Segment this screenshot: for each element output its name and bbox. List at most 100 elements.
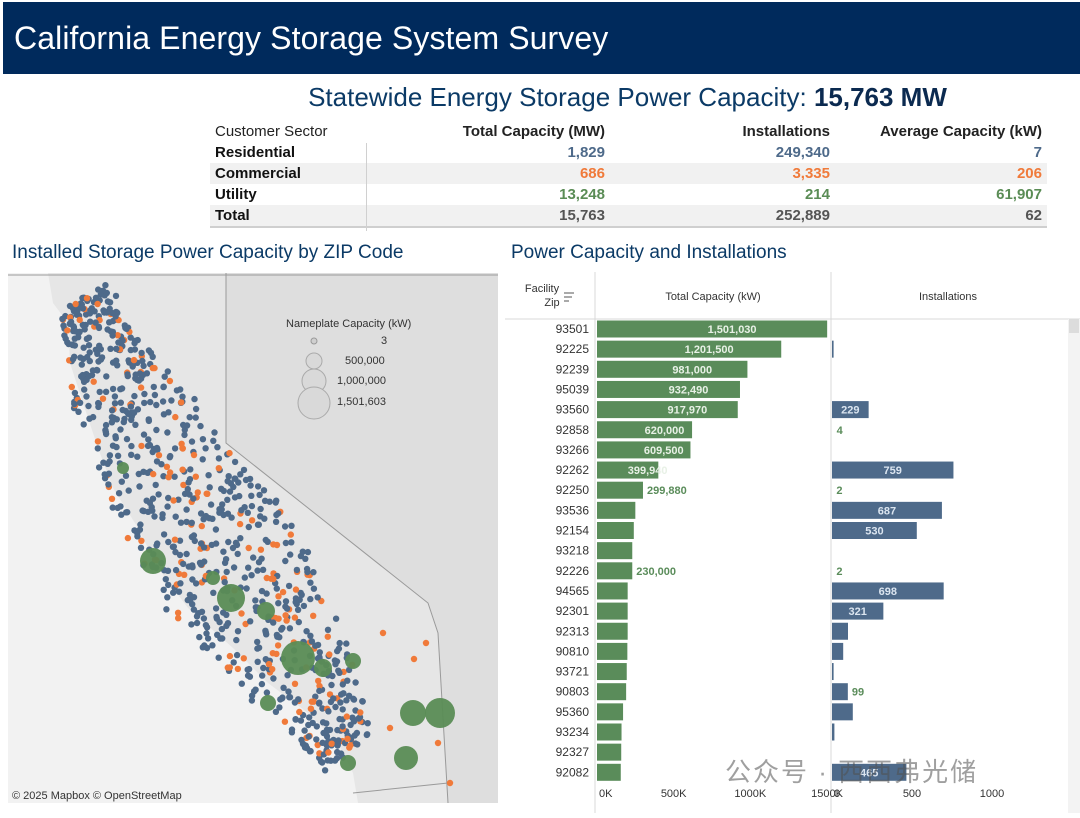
map-dot[interactable] [312,642,319,649]
capacity-bar[interactable] [597,441,691,459]
capacity-bar[interactable] [597,642,628,660]
map-dot[interactable] [117,426,124,433]
map-dot[interactable] [294,606,302,613]
map-dot[interactable] [292,586,300,593]
map-dot[interactable] [334,740,341,748]
map-dot[interactable] [192,414,199,421]
map-dot[interactable] [68,383,75,391]
map-dot[interactable] [247,482,254,489]
map-dot[interactable] [96,388,103,396]
map-dot[interactable] [166,377,174,385]
map-dot[interactable] [189,576,196,583]
map-dot[interactable] [188,621,195,628]
map-dot[interactable] [286,694,294,701]
map-dot[interactable] [149,507,156,514]
map-dot[interactable] [331,657,339,664]
utility-site-dot[interactable] [206,571,220,585]
map-dot[interactable] [83,376,90,384]
map-dot[interactable] [147,398,154,406]
map-dot[interactable] [171,445,179,452]
utility-site-dot[interactable] [257,602,275,620]
capacity-bar[interactable] [597,582,628,600]
map-dot[interactable] [278,626,285,633]
map-dot[interactable] [159,398,167,405]
map-dot[interactable] [273,497,280,504]
map-dot[interactable] [132,371,139,378]
map-dot[interactable] [153,401,160,409]
map-dot[interactable] [310,698,317,705]
map-dot[interactable] [238,680,245,687]
capacity-bar[interactable] [597,743,622,761]
map-dot[interactable] [197,422,204,430]
map-dot[interactable] [155,452,163,459]
map-dot[interactable] [183,518,190,526]
map-dot[interactable] [422,639,430,647]
map-dot[interactable] [196,559,204,566]
map-dot[interactable] [316,654,323,661]
map-dot[interactable] [264,538,271,545]
map-dot[interactable] [364,731,371,738]
map-dot[interactable] [78,373,85,380]
capacity-bar[interactable] [597,340,782,358]
map-dot[interactable] [127,346,134,354]
map-dot[interactable] [280,684,287,691]
map-dot[interactable] [118,511,125,518]
map-dot[interactable] [151,513,158,520]
map-dot[interactable] [102,428,110,436]
map-dot[interactable] [310,569,317,576]
map-dot[interactable] [66,302,74,310]
map-dot[interactable] [215,455,223,462]
map-dot[interactable] [225,473,232,480]
map-dot[interactable] [164,503,171,510]
map-dot[interactable] [75,334,82,341]
map-dot[interactable] [192,473,199,480]
installations-bar[interactable] [832,763,907,781]
map-dot[interactable] [304,548,312,556]
map-dot[interactable] [128,416,135,424]
zip-capacity-map[interactable] [8,273,498,803]
map-dot[interactable] [226,652,234,660]
map-dot[interactable] [89,367,97,374]
map-dot[interactable] [114,309,121,317]
map-dot[interactable] [120,418,128,426]
map-dot[interactable] [282,557,289,565]
map-attribution[interactable]: © 2025 Mapbox © OpenStreetMap [12,790,182,802]
map-dot[interactable] [259,566,267,573]
map-dot[interactable] [91,308,98,315]
map-dot[interactable] [234,665,242,673]
map-dot[interactable] [230,564,238,571]
installations-bar[interactable] [832,723,835,741]
map-dot[interactable] [316,687,323,695]
map-dot[interactable] [155,491,162,498]
map-dot[interactable] [308,638,316,645]
map-dot[interactable] [359,698,366,705]
map-dot[interactable] [248,572,255,579]
map-dot[interactable] [165,474,172,481]
map-dot[interactable] [223,611,230,618]
map-dot[interactable] [140,468,147,475]
map-dot[interactable] [225,538,232,546]
map-dot[interactable] [100,459,107,466]
utility-site-dot[interactable] [260,695,276,711]
map-dot[interactable] [125,487,132,494]
map-dot[interactable] [183,550,190,558]
map-dot[interactable] [169,543,177,550]
map-dot[interactable] [128,451,135,458]
map-dot[interactable] [352,740,359,747]
map-dot[interactable] [214,444,221,451]
map-dot[interactable] [145,416,152,423]
map-dot[interactable] [282,598,290,605]
map-dot[interactable] [85,402,92,410]
map-dot[interactable] [186,414,193,421]
map-dot[interactable] [325,749,332,756]
map-dot[interactable] [238,610,245,617]
map-dot[interactable] [111,393,119,400]
installations-bar[interactable] [832,501,942,519]
map-dot[interactable] [138,349,145,357]
map-dot[interactable] [113,416,121,423]
map-dot[interactable] [178,399,185,406]
map-dot[interactable] [279,694,286,701]
map-dot[interactable] [252,686,259,693]
map-dot[interactable] [109,504,116,511]
map-dot[interactable] [211,429,218,436]
